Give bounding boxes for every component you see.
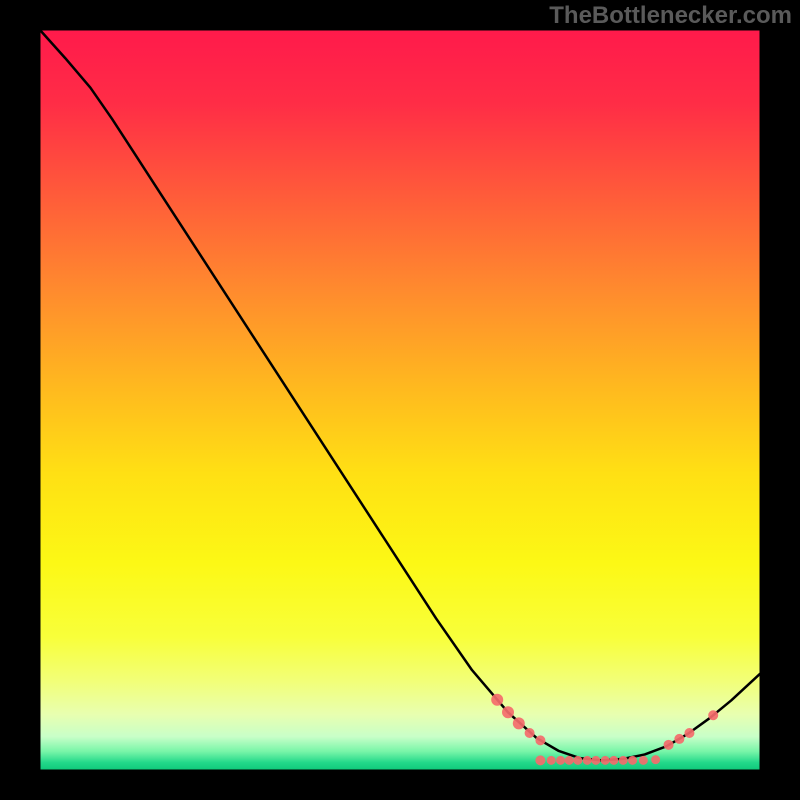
data-marker [619, 756, 628, 765]
data-marker [556, 756, 565, 765]
chart-container: TheBottlenecker.com [0, 0, 800, 800]
data-marker [525, 728, 535, 738]
data-marker [547, 756, 556, 765]
data-marker [708, 710, 718, 720]
data-marker [684, 728, 694, 738]
data-marker [583, 756, 592, 765]
data-marker [674, 734, 684, 744]
data-marker [513, 717, 525, 729]
data-marker [565, 756, 574, 765]
data-marker [535, 755, 545, 765]
data-marker [502, 706, 514, 718]
data-marker [601, 756, 610, 765]
data-marker [639, 756, 648, 765]
data-marker [573, 756, 582, 765]
watermark-text: TheBottlenecker.com [549, 2, 792, 30]
plot-background [40, 30, 760, 770]
bottleneck-chart [0, 0, 800, 800]
data-marker [609, 756, 618, 765]
data-marker [664, 740, 674, 750]
data-marker [591, 756, 600, 765]
data-marker [491, 694, 503, 706]
data-marker [628, 756, 637, 765]
data-marker [535, 735, 545, 745]
data-marker [651, 755, 660, 764]
